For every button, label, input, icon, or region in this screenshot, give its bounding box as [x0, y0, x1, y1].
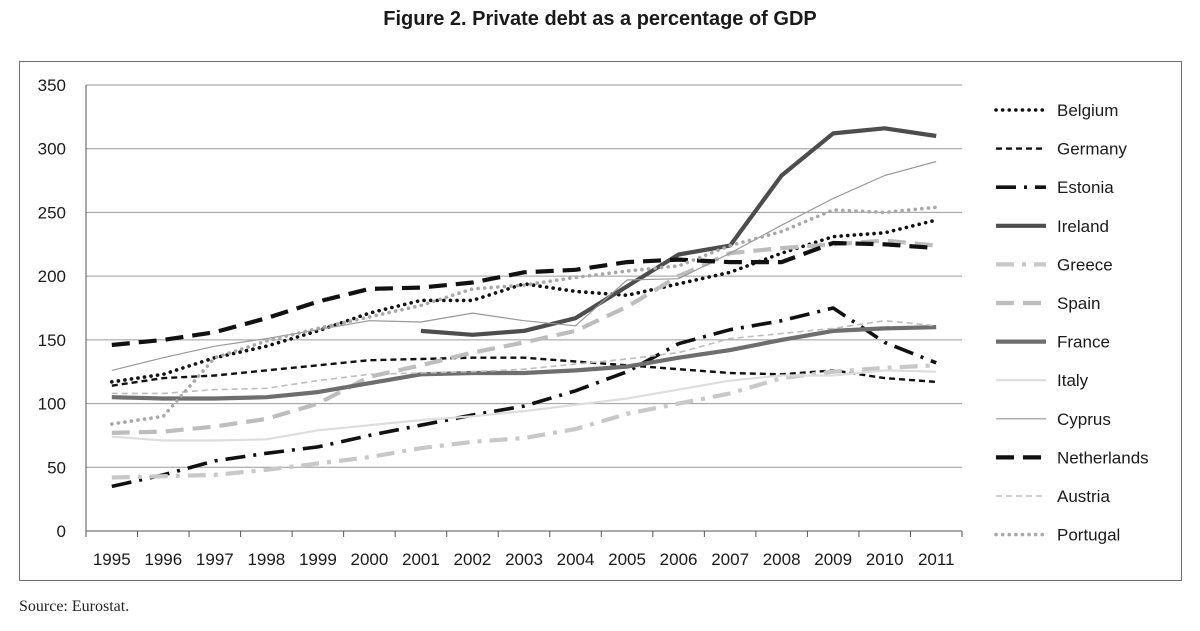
y-axis-ticks: 0 50 100 150 200 250 300 350: [38, 76, 66, 541]
x-tick-label: 2005: [608, 550, 646, 569]
legend-label-estonia: Estonia: [1057, 178, 1114, 197]
series-line-italy: [111, 369, 937, 442]
x-tick-label: 2008: [763, 550, 801, 569]
legend-label-netherlands: Netherlands: [1057, 448, 1149, 467]
chart-frame: [19, 61, 1182, 581]
y-tick-label: 0: [57, 522, 66, 541]
x-tick-label: 2006: [660, 550, 698, 569]
x-tick-label: 2001: [402, 550, 440, 569]
x-tick-label: 2010: [866, 550, 904, 569]
series-line-austria: [111, 319, 937, 395]
x-tick-label: 1996: [144, 550, 182, 569]
series-line-netherlands: [111, 240, 937, 348]
y-tick-label: 100: [38, 395, 66, 414]
source-note: Source: Eurostat.: [19, 598, 130, 615]
legend-label-spain: Spain: [1057, 294, 1100, 313]
legend-label-greece: Greece: [1057, 255, 1113, 274]
x-tick-label: 2000: [350, 550, 388, 569]
legend-label-germany: Germany: [1057, 140, 1127, 159]
y-tick-label: 200: [38, 267, 66, 286]
series-line-estonia: [111, 306, 937, 489]
y-tick-label: 150: [38, 331, 66, 350]
legend: Belgium Germany Estonia Ireland Greece Spain F…: [994, 101, 1149, 545]
legend-label-belgium: Belgium: [1057, 101, 1118, 120]
x-tick-label: 2011: [918, 550, 955, 569]
x-tick-label: 2003: [505, 550, 543, 569]
legend-label-portugal: Portugal: [1057, 526, 1120, 545]
legend-label-france: France: [1057, 333, 1110, 352]
x-tick-label: 1995: [93, 550, 131, 569]
x-tick-label: 2004: [557, 550, 595, 569]
series-line-cyprus: [111, 160, 937, 371]
legend-label-ireland: Ireland: [1057, 217, 1109, 236]
x-tick-label: 1997: [196, 550, 234, 569]
x-tick-label: 2009: [814, 550, 852, 569]
series-line-germany: [111, 356, 937, 387]
x-tick-label: 1999: [299, 550, 337, 569]
chart-title: Figure 2. Private debt as a percentage o…: [383, 8, 817, 30]
x-tick-label: 2002: [454, 550, 492, 569]
legend-label-cyprus: Cyprus: [1057, 410, 1111, 429]
y-tick-label: 50: [47, 458, 66, 477]
legend-label-italy: Italy: [1057, 371, 1089, 390]
series-lines: [110, 126, 938, 489]
y-tick-label: 350: [38, 76, 66, 95]
legend-label-austria: Austria: [1057, 487, 1110, 506]
x-tick-label: 1998: [247, 550, 285, 569]
series-line-france: [111, 325, 937, 401]
series-line-ireland: [420, 126, 937, 337]
x-tick-label: 2007: [711, 550, 749, 569]
x-axis-ticks: 1995 1996 1997 1998 1999 2000 2001 2002 2003 2004…: [85, 531, 963, 569]
y-tick-label: 300: [38, 140, 66, 159]
series-line-portugal: [110, 205, 938, 426]
series-line-spain: [111, 238, 937, 435]
y-tick-label: 250: [38, 203, 66, 222]
